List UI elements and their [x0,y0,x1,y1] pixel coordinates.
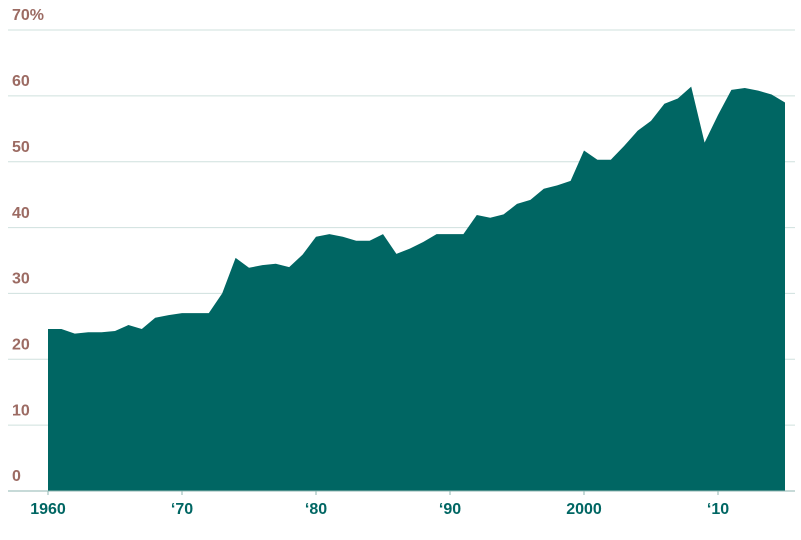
y-tick-label: 70% [12,7,44,24]
y-tick-label: 0 [12,468,21,485]
x-tick-label: ‘10 [707,501,729,518]
y-tick-label: 10 [12,402,30,419]
y-tick-label: 60 [12,73,30,90]
y-tick-label: 50 [12,139,30,156]
y-tick-label: 20 [12,337,30,354]
x-tick-label: ‘80 [305,501,327,518]
x-tick-label: 2000 [566,501,602,518]
y-tick-label: 40 [12,205,30,222]
area [48,86,785,491]
x-tick-label: ‘90 [439,501,461,518]
x-tick-label: ‘70 [171,501,193,518]
y-tick-label: 30 [12,271,30,288]
x-tick-label: 1960 [30,501,66,518]
